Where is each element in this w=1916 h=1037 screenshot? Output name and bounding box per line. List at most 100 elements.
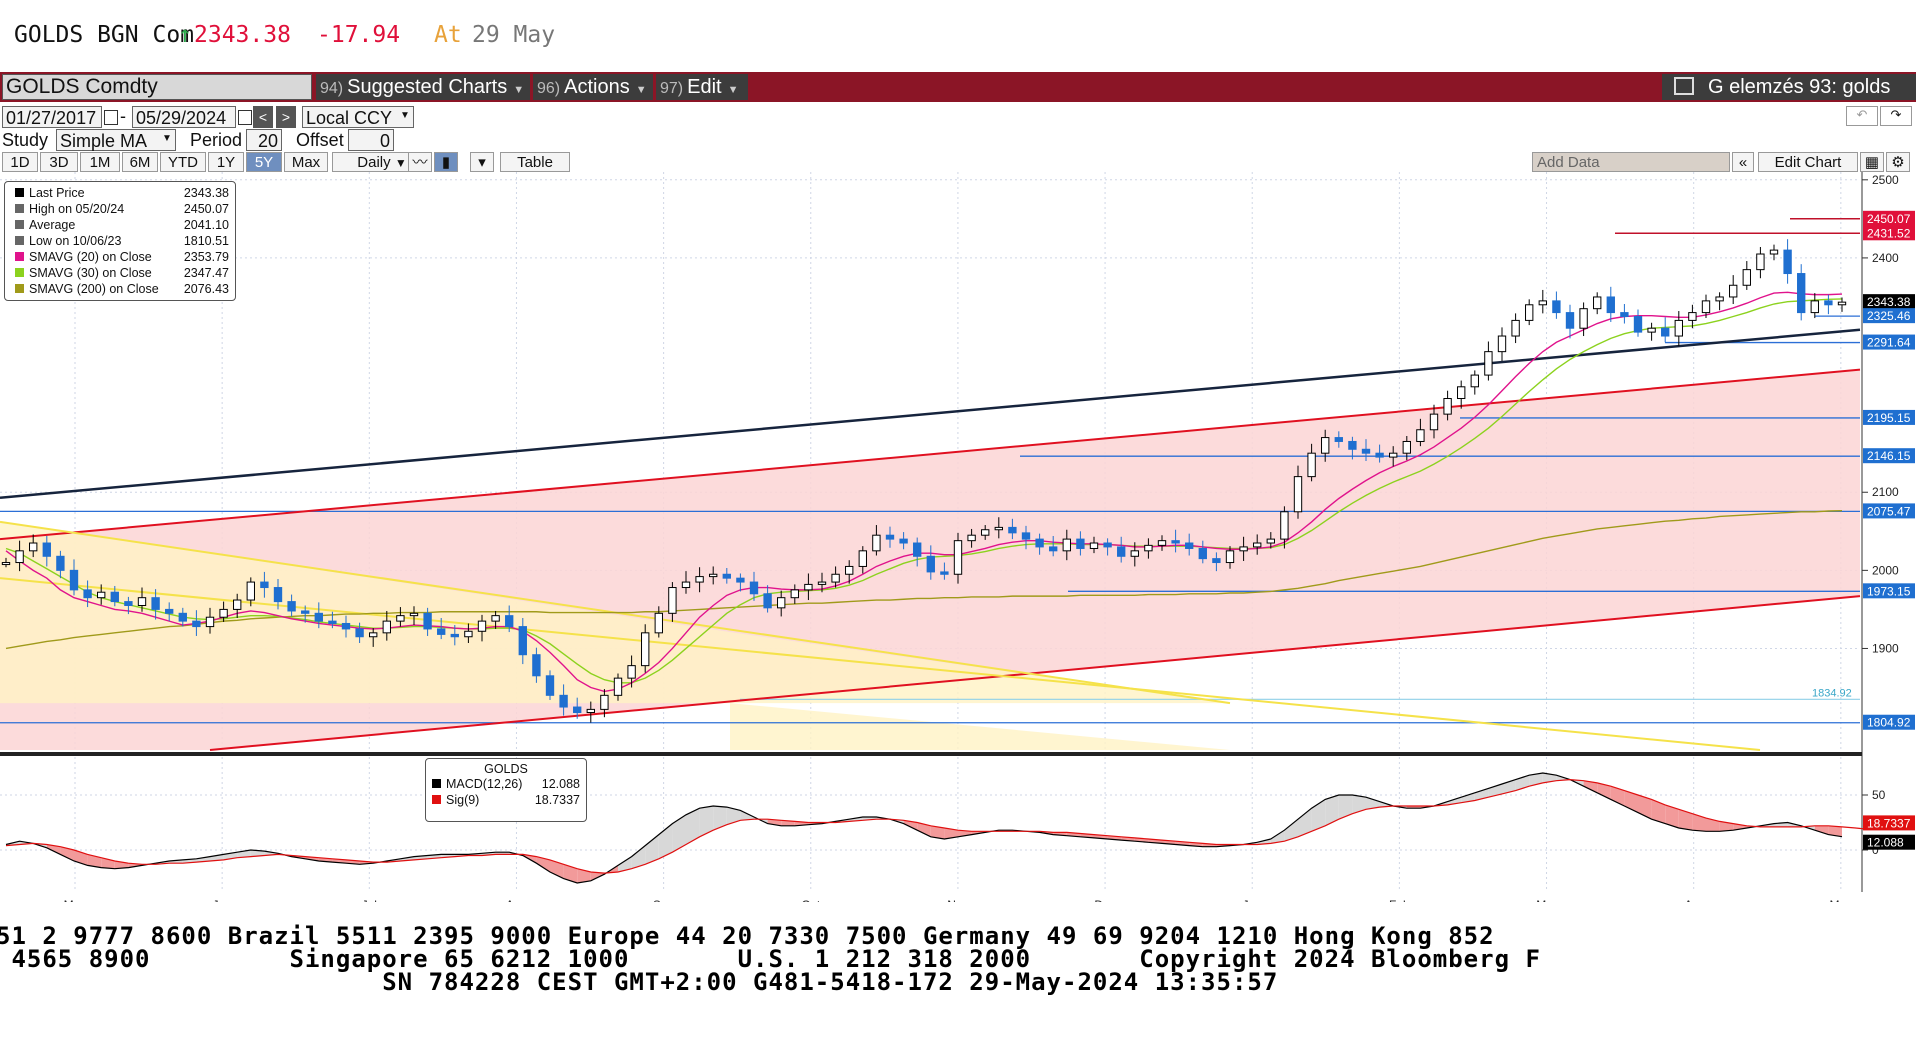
y-tick-label: 2500 xyxy=(1872,173,1899,187)
candle-body xyxy=(1049,546,1058,552)
candle-body xyxy=(1266,538,1275,544)
candle-body xyxy=(1198,547,1207,560)
candle-chart-icon[interactable]: ▮ xyxy=(434,152,458,172)
chevron-down-icon[interactable]: ▾ xyxy=(470,152,494,172)
line-chart-icon[interactable]: 〰 xyxy=(408,152,432,172)
channel-bottom-line xyxy=(209,595,1861,751)
redo-button[interactable]: ↷ xyxy=(1880,106,1912,126)
candle-body xyxy=(1565,312,1575,329)
calendar-icon[interactable] xyxy=(104,110,118,125)
prev-period-button[interactable]: < xyxy=(253,106,273,128)
candle-body xyxy=(586,708,595,714)
launch-icon xyxy=(1674,77,1694,95)
start-date-input[interactable]: 01/27/2017 xyxy=(2,106,102,128)
suggested-charts-button[interactable]: 94) Suggested Charts ▼ xyxy=(316,74,530,100)
price-tag xyxy=(1863,583,1915,599)
legend-value: 1810.51 xyxy=(183,234,229,248)
legend-swatch xyxy=(15,252,24,261)
candle-body xyxy=(940,571,949,575)
ticker-name: GOLDS BGN Com xyxy=(14,22,195,48)
tab-5y[interactable]: 5Y xyxy=(246,152,282,172)
actions-button[interactable]: 96) Actions ▼ xyxy=(533,74,653,100)
tab-3d[interactable]: 3D xyxy=(40,152,78,172)
study-select[interactable]: Simple MA xyxy=(56,129,176,151)
candle-body xyxy=(1511,319,1520,337)
price-tag-label: 2431.52 xyxy=(1867,226,1911,240)
candle-body xyxy=(1837,301,1847,306)
x-month-label: Aug xyxy=(506,898,527,902)
macd-fill xyxy=(1270,830,1285,844)
macd-fill xyxy=(563,864,578,883)
offset-input[interactable]: 0 xyxy=(348,129,394,151)
x-month-label: Jul xyxy=(362,898,377,902)
last-price: 2343.38 xyxy=(194,22,291,48)
tab-6m[interactable]: 6M xyxy=(122,152,158,172)
y-tick-label: 1900 xyxy=(1872,641,1899,655)
tab-1d[interactable]: 1D xyxy=(2,152,38,172)
macd-fill xyxy=(46,844,61,855)
collapse-icon[interactable]: « xyxy=(1732,152,1754,172)
tab-1m[interactable]: 1M xyxy=(80,152,120,172)
macd-tick-label: 0 xyxy=(1872,843,1879,857)
price-chart[interactable]: 1834.92 190020002100240025002450.072431.… xyxy=(0,172,1916,902)
downtrend-fill xyxy=(0,521,1230,704)
chart-options-icon[interactable]: ▦ xyxy=(1860,152,1884,172)
tab-ytd[interactable]: YTD xyxy=(160,152,206,172)
undo-button[interactable]: ↶ xyxy=(1846,106,1878,126)
security-input[interactable]: GOLDS Comdty xyxy=(2,74,312,100)
edit-num: 97) xyxy=(660,80,684,97)
edit-chart-button[interactable]: Edit Chart xyxy=(1758,152,1858,172)
price-tag xyxy=(1863,210,1915,226)
chart-title-button[interactable]: G elemzés 93: golds xyxy=(1662,74,1916,100)
edit-button[interactable]: 97) Edit ▼ xyxy=(656,74,748,100)
candle-body xyxy=(1361,448,1371,454)
candle-body xyxy=(1810,300,1819,314)
frequency-select[interactable]: Daily ▼ xyxy=(332,152,432,172)
price-tag-label: 1973.15 xyxy=(1867,584,1911,598)
candle-body xyxy=(885,534,895,540)
candle-body xyxy=(505,615,514,628)
candle-body xyxy=(1769,249,1779,255)
price-tag xyxy=(1863,714,1915,730)
macd-line xyxy=(5,772,1843,884)
next-period-button[interactable]: > xyxy=(276,106,296,128)
gear-icon[interactable]: ⚙ xyxy=(1886,152,1910,172)
tab-1y[interactable]: 1Y xyxy=(208,152,244,172)
macd-fill xyxy=(1583,780,1598,793)
macd-fill xyxy=(1706,818,1720,832)
price-tag-label: 2325.46 xyxy=(1867,309,1911,323)
add-data-input[interactable]: Add Data xyxy=(1532,152,1730,172)
chevron-down-icon: ▼ xyxy=(400,110,410,121)
candle-body xyxy=(287,601,296,612)
edit-label: Edit xyxy=(687,76,722,98)
macd-tag xyxy=(1863,834,1915,850)
macd-fill xyxy=(1325,795,1339,826)
currency-select[interactable]: Local CCY xyxy=(302,106,414,128)
legend-label: Last Price xyxy=(15,185,85,201)
macd-fill xyxy=(1719,821,1734,832)
contact-ticker-line: 51 2 9777 8600 Brazil 5511 2395 9000 Eur… xyxy=(0,922,1495,950)
dropdown-icon: ▼ xyxy=(727,84,739,96)
macd-fill xyxy=(536,856,550,872)
period-input[interactable]: 20 xyxy=(246,129,282,151)
candle-body xyxy=(695,576,704,583)
end-date-input[interactable]: 05/29/2024 xyxy=(132,106,236,128)
price-change: -17.94 xyxy=(317,22,401,48)
candle-body xyxy=(573,706,582,714)
macd-fill xyxy=(767,819,782,826)
tab-max[interactable]: Max xyxy=(284,152,328,172)
legend-label: SMAVG (20) on Close xyxy=(15,249,152,265)
calendar-icon[interactable] xyxy=(238,110,252,125)
date-separator: - xyxy=(120,106,126,126)
table-button[interactable]: Table xyxy=(500,152,570,172)
sma200-line xyxy=(5,509,1843,650)
price-tag xyxy=(1863,308,1915,324)
macd-fill xyxy=(1542,773,1557,783)
x-month-label: Mar xyxy=(1536,898,1557,902)
legend-label: SMAVG (200) on Close xyxy=(15,281,159,297)
legend-swatch xyxy=(15,188,24,197)
macd-fill xyxy=(1529,773,1543,787)
candle-body xyxy=(124,601,133,607)
legend-row: Last Price 2343.38 xyxy=(15,185,229,201)
macd-fill xyxy=(1814,825,1829,835)
